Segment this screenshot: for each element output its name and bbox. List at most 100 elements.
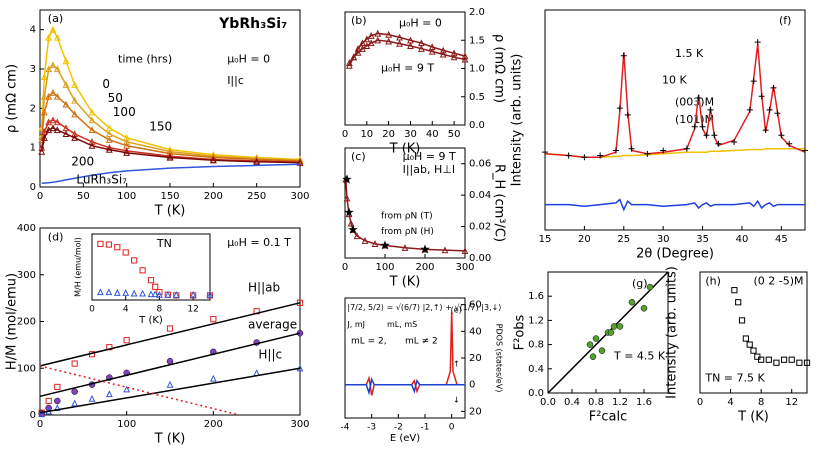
marker bbox=[62, 130, 70, 137]
x-tick-label: 20 bbox=[578, 234, 591, 245]
y-tick-label: 4 bbox=[30, 25, 36, 36]
x-tick-label: 300 bbox=[455, 262, 474, 273]
x-tick-label: 150 bbox=[160, 191, 179, 202]
y-tick-label: 20 bbox=[469, 406, 482, 417]
marker bbox=[206, 291, 214, 298]
marker bbox=[778, 132, 785, 139]
marker bbox=[53, 65, 61, 73]
x-tick-label: 35 bbox=[696, 234, 709, 245]
marker bbox=[347, 219, 355, 227]
x-tick-label: 25 bbox=[617, 234, 630, 245]
marker bbox=[105, 145, 113, 153]
x-tick-label: 250 bbox=[247, 191, 266, 202]
marker bbox=[152, 283, 159, 290]
marker bbox=[691, 123, 698, 130]
marker bbox=[396, 39, 403, 47]
series-line bbox=[345, 376, 465, 396]
marker bbox=[766, 106, 773, 113]
marker bbox=[123, 337, 130, 344]
x-tick-label: 12 bbox=[187, 305, 198, 315]
marker bbox=[97, 240, 104, 248]
x-tick-label: 12 bbox=[785, 397, 798, 408]
x-tick-label: 0.4 bbox=[564, 397, 580, 408]
annotation: |7/2, 5/2⟩ = √(6/7) |2,↑⟩ + √(1/7) |3,↓⟩ bbox=[347, 303, 501, 312]
series-label: H||ab bbox=[248, 280, 280, 294]
marker bbox=[758, 93, 765, 100]
x-axis-label: T (K) bbox=[154, 432, 186, 447]
marker bbox=[62, 81, 70, 88]
plot-frame bbox=[544, 9, 806, 231]
annotation: μ₀H = 9 T bbox=[403, 150, 456, 163]
marker bbox=[166, 153, 174, 161]
series-label: 50 bbox=[108, 91, 123, 105]
marker bbox=[209, 156, 217, 164]
panel: 0 10 20 30 40 50 0.0 0.5 1.0 1.5 2.0 T (K) ρ (mΩ cm)… bbox=[342, 7, 507, 157]
marker bbox=[374, 29, 382, 37]
annotation: J, mJ bbox=[346, 320, 365, 329]
y-tick-label: 0 bbox=[30, 410, 36, 421]
marker bbox=[147, 290, 155, 298]
marker bbox=[166, 380, 174, 388]
marker bbox=[802, 147, 808, 154]
marker bbox=[796, 359, 803, 366]
marker bbox=[166, 357, 174, 365]
marker bbox=[40, 108, 48, 116]
y-axis-label: Intensity (arb. units) bbox=[665, 266, 680, 399]
y-axis-label: R_H (cm³/C) bbox=[492, 164, 507, 242]
x-tick-label: 1.2 bbox=[612, 397, 628, 408]
x-axis-label: 2θ (Degree) bbox=[636, 247, 714, 262]
annotation: 10 K bbox=[662, 73, 687, 86]
series-line bbox=[39, 365, 240, 416]
marker bbox=[88, 394, 96, 402]
x-axis-label: T (K) bbox=[154, 204, 186, 219]
x-tick-label: 100 bbox=[117, 191, 136, 202]
chart-title: YbRh₃Si₇ bbox=[218, 16, 287, 32]
y-tick-label: 0.02 bbox=[469, 222, 491, 233]
marker bbox=[367, 39, 375, 47]
annotation: (a) bbox=[48, 12, 63, 25]
plot-frame bbox=[699, 271, 808, 394]
marker bbox=[374, 36, 382, 44]
x-tick-label: -1 bbox=[421, 423, 430, 433]
x-tick-label: 0 bbox=[37, 419, 43, 430]
x-tick-label: 0 bbox=[697, 397, 703, 408]
x-tick-label: 50 bbox=[448, 129, 461, 140]
x-axis-label: F²calc bbox=[589, 410, 628, 425]
panel: 0 4 8 12 T (K) M/H (emu/mol) TN bbox=[74, 233, 214, 326]
panel: 15 20 25 30 35 40 45 2θ (Degree) Intensity (arb.… bbox=[510, 9, 808, 262]
marker bbox=[71, 360, 78, 367]
marker bbox=[105, 390, 113, 398]
marker bbox=[40, 92, 48, 100]
annotation: (0 2 -5)M bbox=[754, 275, 804, 288]
marker bbox=[45, 126, 53, 134]
series-label: 150 bbox=[149, 119, 172, 133]
marker bbox=[363, 35, 371, 43]
marker bbox=[420, 244, 430, 254]
marker bbox=[354, 48, 362, 56]
x-tick-label: 40 bbox=[736, 234, 749, 245]
x-tick-label: 8 bbox=[758, 397, 764, 408]
x-axis-label: T (K) bbox=[737, 410, 769, 425]
series-label: mL ≠ 2 bbox=[405, 337, 438, 347]
x-tick-label: 45 bbox=[775, 234, 788, 245]
marker bbox=[49, 88, 57, 96]
marker bbox=[746, 341, 753, 348]
x-tick-label: 0 bbox=[342, 129, 348, 140]
y-tick-label: 0.8 bbox=[528, 340, 544, 351]
marker bbox=[620, 52, 627, 59]
marker bbox=[105, 136, 113, 143]
marker bbox=[660, 147, 667, 154]
annotation: (101)M bbox=[675, 113, 714, 126]
marker bbox=[151, 290, 159, 298]
marker bbox=[71, 399, 79, 407]
y-tick-label: 0.00 bbox=[469, 253, 491, 264]
marker bbox=[88, 141, 96, 149]
x-tick-label: 4 bbox=[727, 397, 733, 408]
marker bbox=[122, 289, 130, 296]
series-line bbox=[39, 332, 301, 398]
marker bbox=[53, 92, 61, 100]
x-tick-label: -4 bbox=[341, 423, 350, 433]
marker bbox=[38, 147, 46, 155]
marker bbox=[695, 95, 702, 101]
marker bbox=[71, 110, 79, 118]
